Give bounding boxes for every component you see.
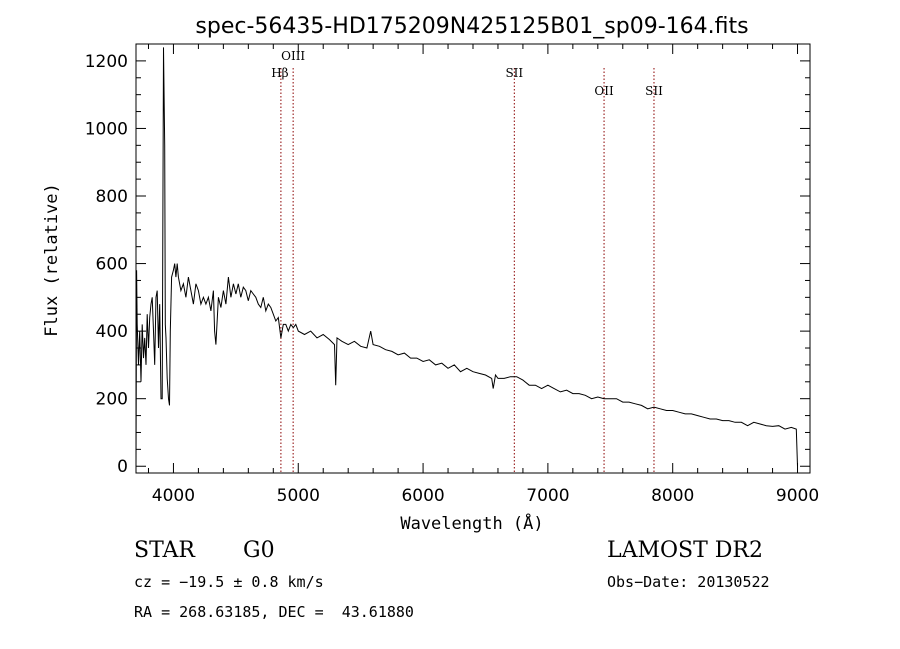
x-tick-label: 8000: [651, 486, 694, 506]
chart-title: spec-56435-HD175209N425125B01_sp09-164.f…: [195, 14, 748, 39]
x-tick-label: 9000: [776, 486, 819, 506]
y-tick-label: 0: [117, 457, 128, 477]
y-tick-label: 600: [96, 255, 128, 275]
survey-label: LAMOST DR2: [607, 538, 763, 563]
obs-date-label: Obs−Date: 20130522: [607, 573, 770, 591]
x-axis: 4000 5000 6000 7000 8000 9000: [147, 44, 819, 506]
x-tick-label: 7000: [526, 486, 569, 506]
line-marker-label: OIII: [281, 49, 305, 63]
y-tick-label: 800: [96, 187, 128, 207]
x-axis-label: Wavelength (Å): [400, 512, 543, 534]
y-axis-label: Flux (relative): [42, 183, 62, 337]
x-tick-label: 6000: [401, 486, 444, 506]
line-marker-label: SII: [645, 84, 663, 98]
line-marker-label: SII: [505, 66, 523, 80]
coordinates-label: RA = 268.63185, DEC = 43.61880: [134, 603, 414, 621]
spectrum-line: [135, 47, 798, 467]
redshift-label: cz = −19.5 ± 0.8 km/s: [134, 573, 324, 591]
y-tick-label: 1000: [85, 119, 128, 139]
class-label: STAR: [134, 538, 195, 563]
line-marker-label: Hβ: [271, 66, 288, 80]
emission-line-markers: Hβ OIII SII OII SII: [271, 49, 663, 473]
y-tick-label: 200: [96, 390, 128, 410]
x-tick-label: 5000: [277, 486, 320, 506]
subclass-label: G0: [243, 538, 275, 563]
y-tick-label: 1200: [85, 52, 128, 72]
y-tick-label: 400: [96, 322, 128, 342]
line-marker-label: OII: [594, 84, 614, 98]
x-tick-label: 4000: [152, 486, 195, 506]
plot-frame: [135, 43, 811, 474]
y-axis: 0 200 400 600 800 1000 1200: [85, 43, 810, 477]
